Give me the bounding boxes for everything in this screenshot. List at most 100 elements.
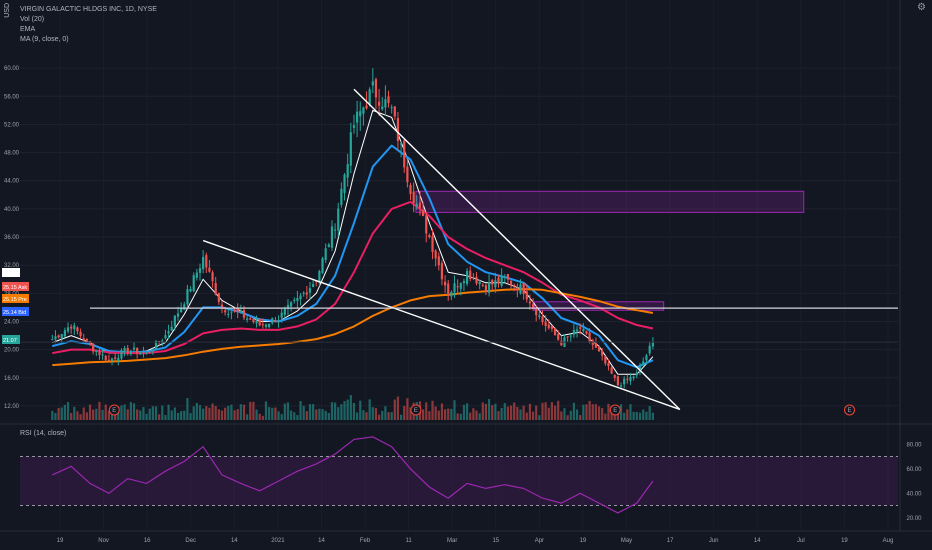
- volume-bar: [374, 408, 378, 420]
- volume-bar: [132, 403, 136, 420]
- volume-bar: [60, 407, 63, 420]
- candle-body: [437, 256, 440, 266]
- candle-body: [629, 376, 632, 381]
- y-tick-label: 24.00: [4, 319, 20, 325]
- x-tick-label: 16: [144, 538, 151, 544]
- candle-body: [349, 132, 352, 166]
- volume-bar: [519, 409, 522, 420]
- candle-body: [73, 325, 76, 330]
- volume-bar: [183, 410, 186, 420]
- candle-body: [462, 281, 466, 283]
- volume-bar: [233, 410, 236, 420]
- candle-body: [63, 330, 66, 337]
- candle-body: [158, 340, 161, 342]
- volume-bar: [638, 412, 642, 420]
- volume-bar: [522, 405, 525, 420]
- candle-body: [305, 292, 308, 295]
- volume-bar: [453, 400, 456, 420]
- candle-body: [268, 323, 271, 328]
- x-tick-label: Aug: [883, 538, 894, 544]
- price-tag: 25.14 Bid: [2, 307, 29, 316]
- candle-body: [88, 340, 92, 345]
- candle-body: [597, 346, 601, 352]
- candle-body: [415, 203, 418, 207]
- volume-bar: [85, 412, 88, 420]
- volume-bar: [70, 412, 73, 420]
- candle-body: [368, 89, 371, 105]
- candle-body: [465, 270, 469, 284]
- candle-body: [528, 301, 532, 304]
- ma-indicator-label[interactable]: MA (9, close, 0): [20, 36, 69, 43]
- y-tick-label: 36.00: [4, 235, 20, 241]
- candle-body: [421, 210, 425, 216]
- ema-indicator-label[interactable]: EMA: [20, 26, 36, 33]
- vol-indicator-label[interactable]: Vol (20): [20, 16, 45, 23]
- volume-bar: [566, 415, 569, 420]
- candle-body: [242, 310, 246, 318]
- symbol-line[interactable]: VIRGIN GALACTIC HLDGS INC, 1D, NYSE: [20, 6, 157, 13]
- volume-bar: [403, 405, 406, 420]
- volume-bar: [192, 406, 195, 420]
- volume-bar: [214, 406, 217, 420]
- candle-body: [82, 338, 85, 341]
- candle-body: [183, 304, 186, 310]
- volume-bar: [381, 410, 384, 420]
- candle-body: [459, 282, 462, 289]
- volume-bar: [472, 408, 475, 420]
- volume-bar: [525, 412, 528, 420]
- volume-bar: [462, 404, 466, 420]
- candle-body: [290, 302, 293, 307]
- earnings-marker-icon: [609, 404, 621, 416]
- candle-body: [264, 324, 268, 327]
- price-tag-box: [2, 294, 29, 303]
- volume-bar: [51, 410, 54, 420]
- candle-body: [509, 281, 513, 286]
- price-tag-box: [2, 307, 29, 316]
- volume-bar: [475, 410, 478, 420]
- candle-body: [321, 258, 324, 273]
- price-tag: 21.07: [2, 335, 20, 344]
- volume-bar: [343, 401, 346, 420]
- volume-bar: [425, 402, 428, 420]
- candle-body: [189, 288, 192, 292]
- price-tag-label: 25.15 Pre: [3, 297, 27, 303]
- candle-body: [610, 367, 613, 374]
- candle-body: [299, 295, 302, 300]
- candle-body: [497, 277, 500, 284]
- volume-bar: [327, 413, 330, 420]
- trendline: [353, 88, 681, 410]
- price-tag-label: 21.07: [3, 338, 17, 344]
- candle-body: [469, 270, 472, 280]
- candle-body: [522, 283, 525, 294]
- settings-gear-icon[interactable]: ⚙: [917, 2, 926, 13]
- volume-bar: [176, 412, 180, 420]
- candle-body: [217, 293, 220, 302]
- volume-bar: [368, 399, 371, 420]
- candle-body: [560, 340, 563, 346]
- volume-bar: [428, 411, 431, 420]
- candle-body: [324, 248, 327, 260]
- x-tick-label: 19: [580, 538, 587, 544]
- volume-bar: [553, 405, 557, 420]
- candle-body: [151, 349, 154, 352]
- volume-bar: [585, 404, 588, 420]
- candle-body: [506, 274, 510, 280]
- price-tag-label: 25.15 Ask: [3, 285, 27, 291]
- price-tag: 25.15 Ask: [2, 282, 29, 291]
- candle-body: [519, 284, 522, 294]
- rsi-tick-label: 80.00: [906, 442, 922, 448]
- volume-bar: [315, 409, 318, 420]
- candle-body: [233, 309, 236, 311]
- candle-body: [406, 166, 409, 183]
- volume-bar: [396, 396, 400, 420]
- volume-bar: [349, 395, 352, 420]
- candle-body: [95, 350, 98, 353]
- candle-body: [277, 319, 280, 322]
- volume-bar: [616, 410, 620, 420]
- rsi-legend[interactable]: RSI (14, close): [20, 430, 67, 437]
- volume-bar: [340, 404, 343, 420]
- volume-bar: [164, 414, 167, 420]
- volume-bar: [541, 402, 544, 420]
- candle-body: [381, 106, 384, 110]
